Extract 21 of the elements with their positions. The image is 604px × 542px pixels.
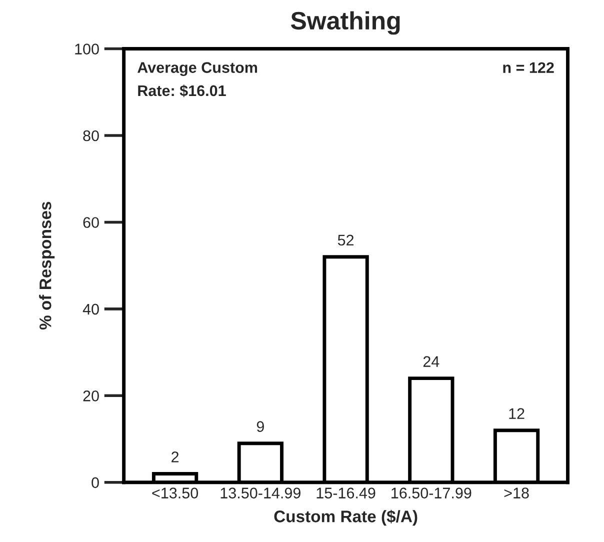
x-tick-label: <13.50 <box>152 488 198 498</box>
data-label: 24 <box>423 356 440 367</box>
y-tick-label: 80 <box>83 130 99 142</box>
x-axis-title: Custom Rate ($/A) <box>274 510 418 526</box>
y-tick-label: 100 <box>75 44 99 54</box>
annotation: n = 122 <box>503 62 554 73</box>
x-tick-label: 15-16.49 <box>316 488 376 498</box>
annotation: Average Custom Rate: $16.01 <box>138 62 258 98</box>
y-tick-label: 20 <box>83 390 99 402</box>
data-label: 2 <box>172 452 179 462</box>
x-tick-label: 13.50-14.99 <box>220 488 300 498</box>
data-label: 52 <box>338 234 354 246</box>
data-label: 12 <box>509 408 524 419</box>
x-tick-label: >18 <box>504 488 529 498</box>
chart-title: Swathing <box>290 11 400 35</box>
y-axis-title: % of Responses <box>39 202 55 330</box>
x-tick-label: 16.50-17.99 <box>392 488 472 498</box>
data-label: 9 <box>256 421 264 432</box>
y-tick-label: 60 <box>83 217 99 228</box>
y-tick-label: 0 <box>92 477 99 488</box>
y-tick-label: 40 <box>82 304 99 315</box>
